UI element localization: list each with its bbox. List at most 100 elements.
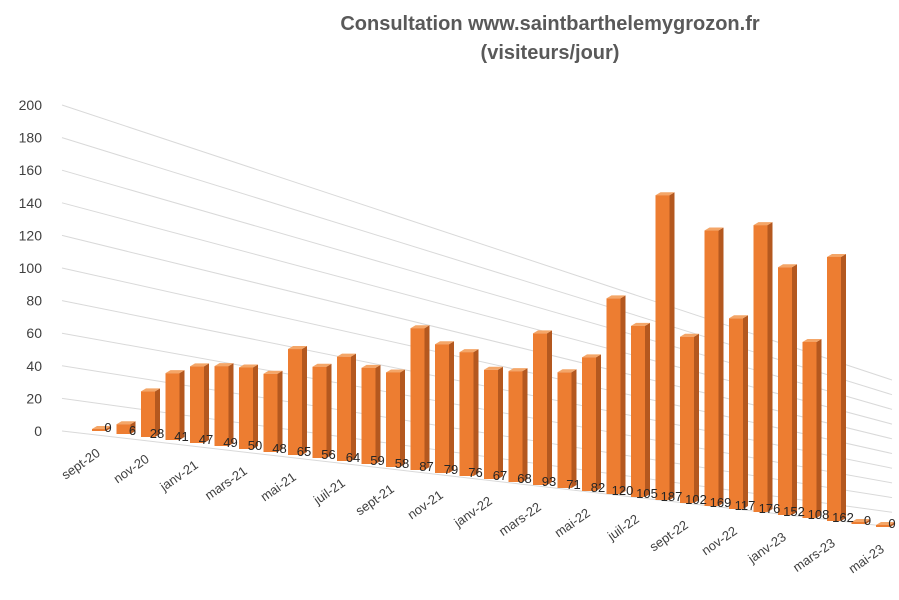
bar-top — [582, 354, 601, 358]
chart-title: Consultation www.saintbarthelemygrozon.f… — [300, 10, 800, 68]
data-label: 48 — [272, 441, 286, 456]
bar-side — [424, 325, 430, 470]
bar-front — [214, 366, 229, 446]
x-tick-label: nov-22 — [699, 523, 740, 558]
bar — [361, 364, 381, 464]
x-tick-label: sept-22 — [647, 517, 691, 554]
bar-top — [435, 341, 454, 345]
bar-side — [302, 346, 307, 455]
bar-side — [865, 519, 871, 524]
bar-side — [890, 522, 895, 527]
y-tick-label: 100 — [19, 260, 43, 276]
bar — [239, 364, 258, 449]
x-tick-label: sept-20 — [59, 445, 103, 482]
bar-top — [753, 222, 773, 226]
bar-side — [130, 421, 136, 434]
y-tick-label: 40 — [26, 358, 42, 374]
x-tick-label: mai-23 — [846, 541, 887, 576]
bar-top — [680, 333, 699, 337]
bar — [680, 333, 699, 503]
data-label: 82 — [591, 480, 605, 495]
bar — [606, 295, 626, 494]
bar-front — [435, 344, 449, 473]
bar-front — [851, 522, 866, 524]
bar — [508, 368, 528, 482]
bar-top — [704, 227, 724, 231]
bar — [337, 353, 356, 461]
bar — [263, 370, 283, 452]
x-tick-label: sept-21 — [353, 481, 397, 518]
data-label: 162 — [832, 510, 854, 525]
data-label: 50 — [248, 438, 262, 453]
bar — [484, 366, 503, 479]
y-tick-label: 80 — [26, 293, 42, 309]
data-label: 76 — [468, 465, 482, 480]
bar-front — [729, 318, 743, 509]
bar-front — [557, 372, 572, 488]
bar-side — [400, 369, 405, 467]
bar — [141, 388, 160, 437]
bar-side — [155, 388, 160, 437]
data-label: 87 — [419, 459, 433, 474]
bar-side — [743, 315, 748, 509]
data-label: 152 — [783, 504, 805, 519]
bar-front — [778, 267, 792, 515]
bar-front — [459, 352, 474, 476]
data-label: 0 — [864, 513, 871, 528]
data-labels: 0 6 28 41 47 49 50 48 65 56 64 59 58 87 79 76 67 68 93 71 82… — [104, 420, 895, 531]
bar-side — [718, 227, 724, 506]
data-label: 67 — [493, 468, 507, 483]
data-label: 68 — [517, 471, 531, 486]
data-label: 117 — [735, 498, 756, 513]
data-label: 176 — [759, 501, 781, 516]
bar — [410, 325, 430, 470]
x-tick-label: janv-23 — [744, 529, 788, 566]
bar-side — [204, 363, 209, 443]
bar — [190, 363, 209, 443]
bar — [533, 330, 552, 485]
bar-side — [326, 363, 332, 458]
bar-side — [596, 354, 601, 491]
x-tick-label: juil-22 — [604, 511, 642, 544]
bar-top — [288, 346, 307, 350]
bar-front — [680, 336, 694, 503]
bar-front — [655, 195, 670, 500]
bar — [557, 369, 577, 488]
y-tick-label: 60 — [26, 325, 42, 341]
x-tick-label: mars-22 — [496, 499, 544, 539]
data-label: 108 — [808, 507, 830, 522]
bar-front — [288, 349, 302, 455]
bar-front — [410, 328, 425, 470]
bar-top — [827, 253, 846, 257]
data-label: 79 — [444, 462, 458, 477]
bar — [876, 522, 895, 527]
bar-top — [386, 369, 405, 373]
data-label: 28 — [150, 426, 164, 441]
bar-top — [312, 363, 332, 367]
bar-top — [239, 364, 258, 368]
data-label: 41 — [174, 429, 188, 444]
bar-top — [729, 315, 748, 319]
data-label: 0 — [104, 420, 111, 435]
data-label: 49 — [223, 435, 237, 450]
bar-top — [876, 522, 895, 525]
bar-side — [841, 253, 846, 521]
bar-front — [606, 298, 621, 494]
x-tick-label: mars-23 — [790, 535, 838, 575]
bar — [582, 354, 601, 491]
x-tick-label: janv-21 — [156, 457, 200, 494]
data-label: 47 — [199, 432, 213, 447]
x-tick-label: janv-22 — [450, 493, 494, 530]
bar — [778, 264, 797, 515]
bar-side — [473, 349, 479, 476]
bar-side — [179, 370, 185, 440]
x-tick-label: mai-21 — [258, 469, 299, 504]
bar-front — [876, 525, 890, 527]
bar — [827, 253, 846, 521]
bar-side — [498, 366, 503, 479]
chart-subtitle: (visiteurs/jour) — [480, 42, 620, 64]
bar-side — [645, 322, 650, 497]
bar-side — [547, 330, 552, 485]
bar — [386, 369, 405, 467]
